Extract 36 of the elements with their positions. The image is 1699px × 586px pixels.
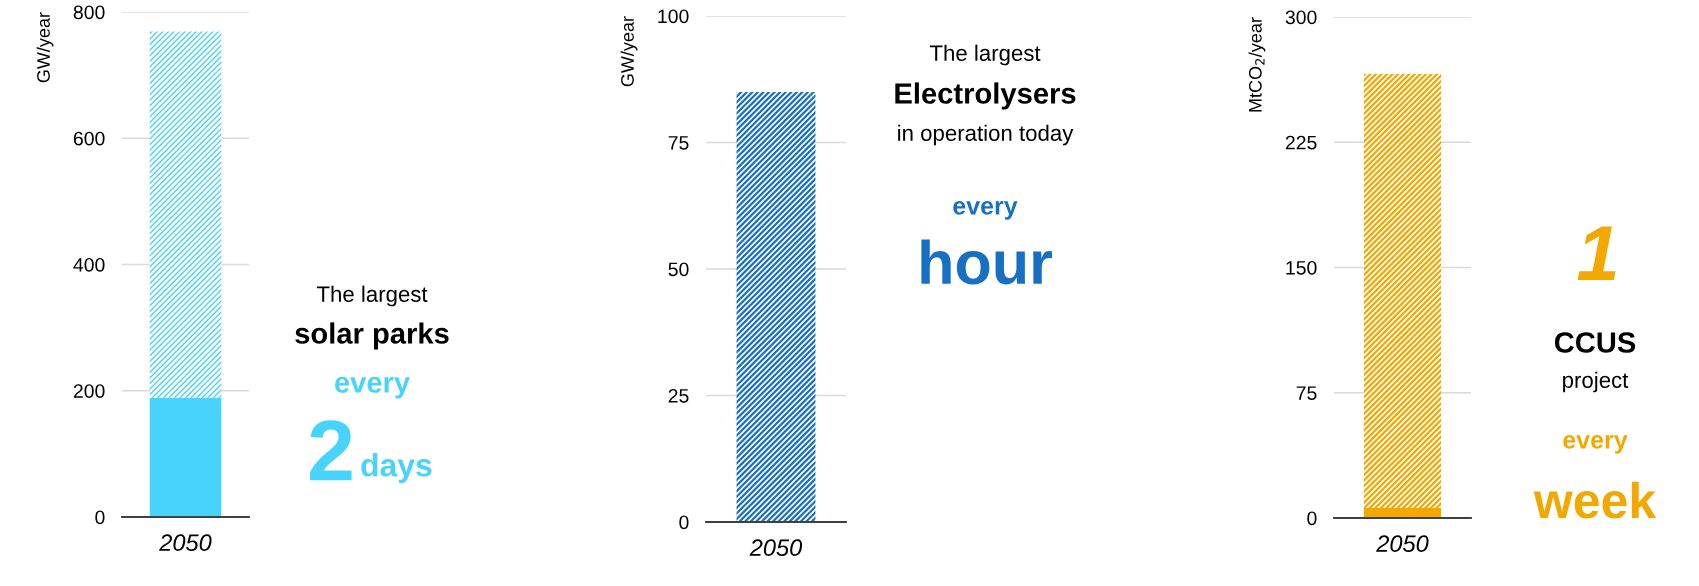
text: 1 [1577,226,1616,281]
x-tick-label: 2050 [749,539,803,557]
y-tick-label: 300 [1285,10,1317,25]
y-tick-label: 150 [1286,260,1317,275]
text: project [1563,371,1629,393]
text: every [1563,435,1628,454]
y-tick-label: 75 [1296,386,1317,400]
text: days [361,453,432,483]
text: every [335,376,410,399]
y-tick-label: 600 [73,131,105,146]
y-axis-title: GW/year [620,16,638,87]
y-tick-label: 0 [1307,511,1317,526]
text: The largest [929,44,1041,66]
y-tick-label: 0 [679,515,689,530]
text: every [953,201,1018,220]
text: solar parks [295,322,449,350]
y-tick-label: 25 [668,388,689,403]
text: CCUS [1554,332,1636,353]
y-tick-label: 200 [73,384,105,398]
x-tick-label: 2050 [1376,535,1429,553]
text: The largest [316,285,428,307]
y-tick-label: 400 [73,257,105,272]
text: hour [921,239,1052,285]
text: Electrolysers [895,82,1076,110]
y-tick-label: 0 [95,510,105,525]
y-tick-label: 75 [668,136,689,150]
text: in operation today [898,124,1074,146]
text: week [1533,481,1657,519]
y-axis-title: MtCO$_{2}$/year [1248,17,1266,112]
y-axis-title: GW/year [36,12,54,83]
y-tick-label: 50 [668,262,689,277]
y-tick-label: 100 [658,9,689,24]
y-tick-label: 225 [1285,135,1317,150]
y-tick-label: 800 [73,5,105,20]
x-tick-label: 2050 [159,534,212,552]
text: 2 [310,420,352,481]
